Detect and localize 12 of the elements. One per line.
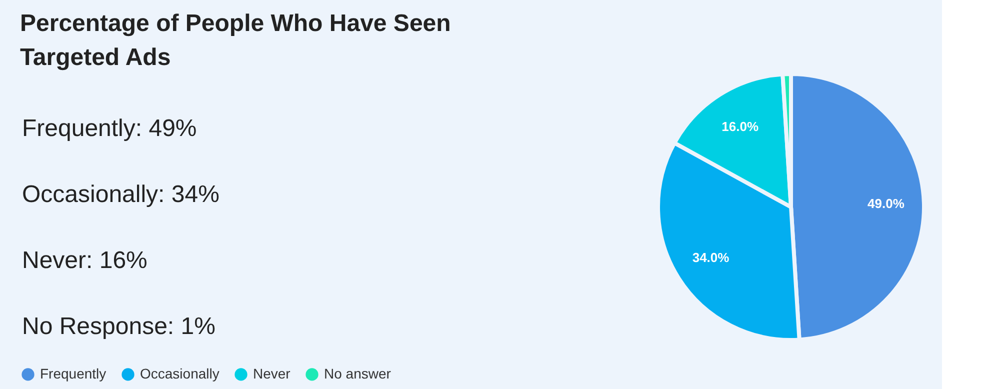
text: Frequently: 49% (22, 115, 197, 142)
text: No Response: 1% (22, 313, 216, 340)
legend-label: Never (253, 365, 291, 382)
legend-label: No answer (324, 365, 392, 382)
data-label: 16.0% (722, 118, 759, 134)
legend-label: Frequently (40, 365, 106, 382)
text: Percentage of People Who Have Seen Targeted Ads (20, 10, 451, 71)
text: Occasionally: 34% (22, 181, 220, 208)
text: Never: 16% (22, 247, 148, 274)
data-label: 34.0% (692, 250, 730, 265)
legend-label: Occasionally (140, 365, 220, 382)
data-label: 49.0% (868, 196, 905, 212)
